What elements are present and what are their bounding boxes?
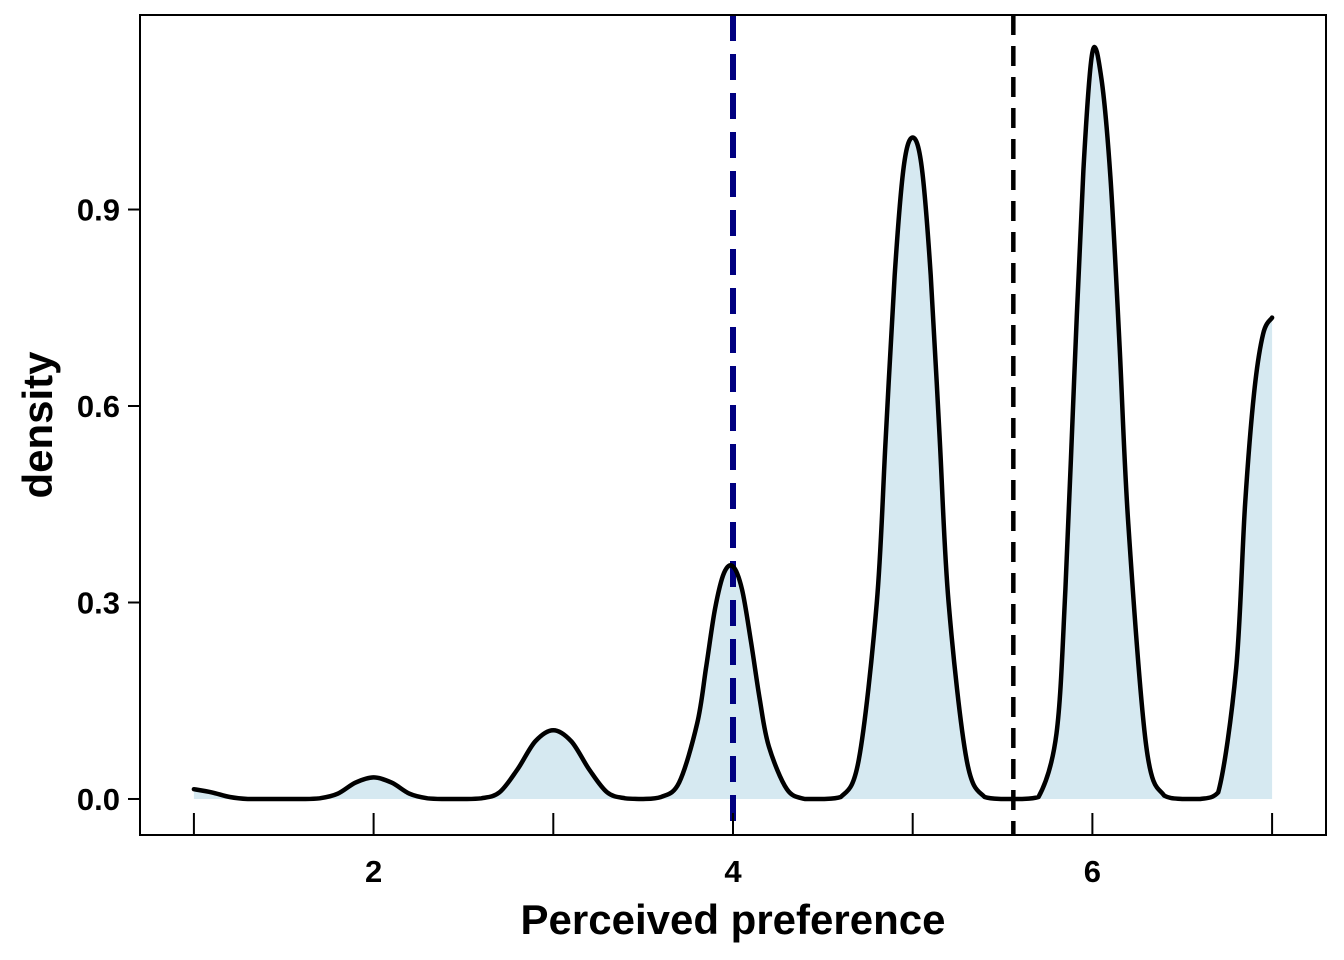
x-axis-title: Perceived preference: [521, 896, 946, 943]
y-axis-title: density: [14, 351, 61, 499]
x-tick-label: 6: [1084, 854, 1101, 889]
y-tick: 0.9: [77, 193, 140, 228]
x-axis: [192, 813, 1274, 835]
x-tick-label: 4: [724, 854, 742, 889]
y-axis: 0.0 0.3 0.6 0.9: [77, 193, 140, 817]
y-tick: 0.3: [77, 585, 140, 620]
y-tick-label: 0.0: [77, 782, 120, 817]
y-tick-label: 0.9: [77, 193, 120, 228]
x-tick-labels: 2 4 6: [365, 854, 1101, 889]
density-curve: [191, 44, 1275, 802]
x-tick-label: 2: [365, 854, 382, 889]
y-tick-label: 0.6: [77, 389, 120, 424]
y-tick-label: 0.3: [77, 585, 120, 620]
y-tick: 0.0: [77, 782, 140, 817]
y-tick: 0.6: [77, 389, 140, 424]
